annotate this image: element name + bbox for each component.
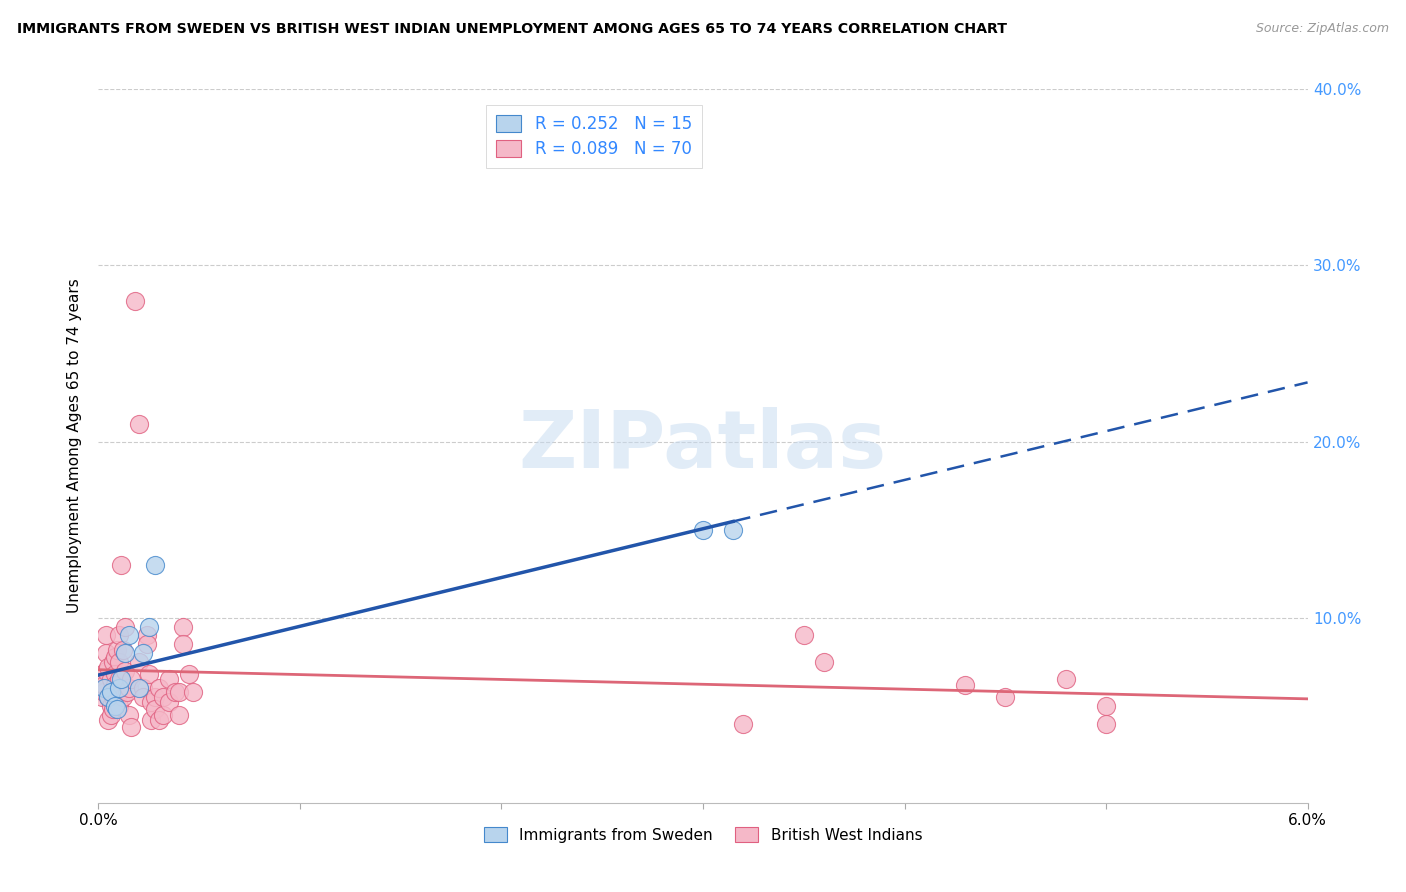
Point [138,667,160,681]
Point [118,628,141,642]
Text: Source: ZipAtlas.com: Source: ZipAtlas.com [1256,22,1389,36]
Point [143,690,166,704]
Point [101,702,124,716]
Point [139,713,162,727]
Point [107,655,129,669]
Point [93,685,115,699]
Point [793,628,815,642]
Point [115,685,138,699]
Point [143,558,166,572]
Point [181,685,204,699]
Point [100,685,122,699]
Point [91,690,114,704]
Point [111,642,134,657]
Point [96,664,118,678]
Point [143,702,166,716]
Point [114,646,136,660]
Point [97,690,120,704]
Point [103,667,125,681]
Text: IMMIGRANTS FROM SWEDEN VS BRITISH WEST INDIAN UNEMPLOYMENT AMONG AGES 65 TO 74 Y: IMMIGRANTS FROM SWEDEN VS BRITISH WEST I… [17,22,1007,37]
Y-axis label: Unemployment Among Ages 65 to 74 years: Unemployment Among Ages 65 to 74 years [67,278,83,614]
Point [148,681,170,696]
Point [107,698,129,713]
Point [172,637,194,651]
Point [157,673,180,687]
Point [96,646,118,660]
Point [89,681,111,696]
Point [132,690,155,704]
Point [723,523,745,537]
Point [97,713,120,727]
Point [105,690,128,704]
Point [953,678,976,692]
Point [172,619,194,633]
Point [138,619,160,633]
Point [101,655,124,669]
Point [167,685,190,699]
Point [994,690,1017,704]
Point [114,619,136,633]
Point [105,642,128,657]
Point [107,673,129,687]
Point [733,716,755,731]
Point [93,678,115,692]
Point [148,713,170,727]
Point [111,690,134,704]
Point [101,690,124,704]
Point [157,695,180,709]
Point [120,720,142,734]
Point [100,673,122,687]
Point [103,678,125,692]
Point [1054,673,1077,687]
Point [105,702,128,716]
Point [1095,698,1118,713]
Point [135,637,157,651]
Point [103,649,125,664]
Point [107,681,129,696]
Point [100,698,122,713]
Point [1095,716,1118,731]
Point [114,664,136,678]
Point [110,673,132,687]
Point [97,660,120,674]
Point [152,707,174,722]
Point [135,628,157,642]
Point [692,523,714,537]
Point [813,655,835,669]
Legend: Immigrants from Sweden, British West Indians: Immigrants from Sweden, British West Ind… [478,821,928,848]
Point [107,628,129,642]
Point [93,681,115,696]
Point [128,655,150,669]
Point [110,558,132,572]
Point [118,707,141,722]
Point [128,417,150,431]
Point [96,628,118,642]
Point [97,690,120,704]
Point [139,695,162,709]
Point [103,698,125,713]
Point [132,646,155,660]
Point [124,293,146,308]
Point [100,685,122,699]
Point [128,681,150,696]
Point [167,707,190,722]
Point [91,667,114,681]
Point [132,681,155,696]
Point [179,667,201,681]
Point [163,685,186,699]
Point [120,673,142,687]
Point [118,681,141,696]
Point [100,707,122,722]
Point [152,690,174,704]
Text: ZIPatlas: ZIPatlas [519,407,887,485]
